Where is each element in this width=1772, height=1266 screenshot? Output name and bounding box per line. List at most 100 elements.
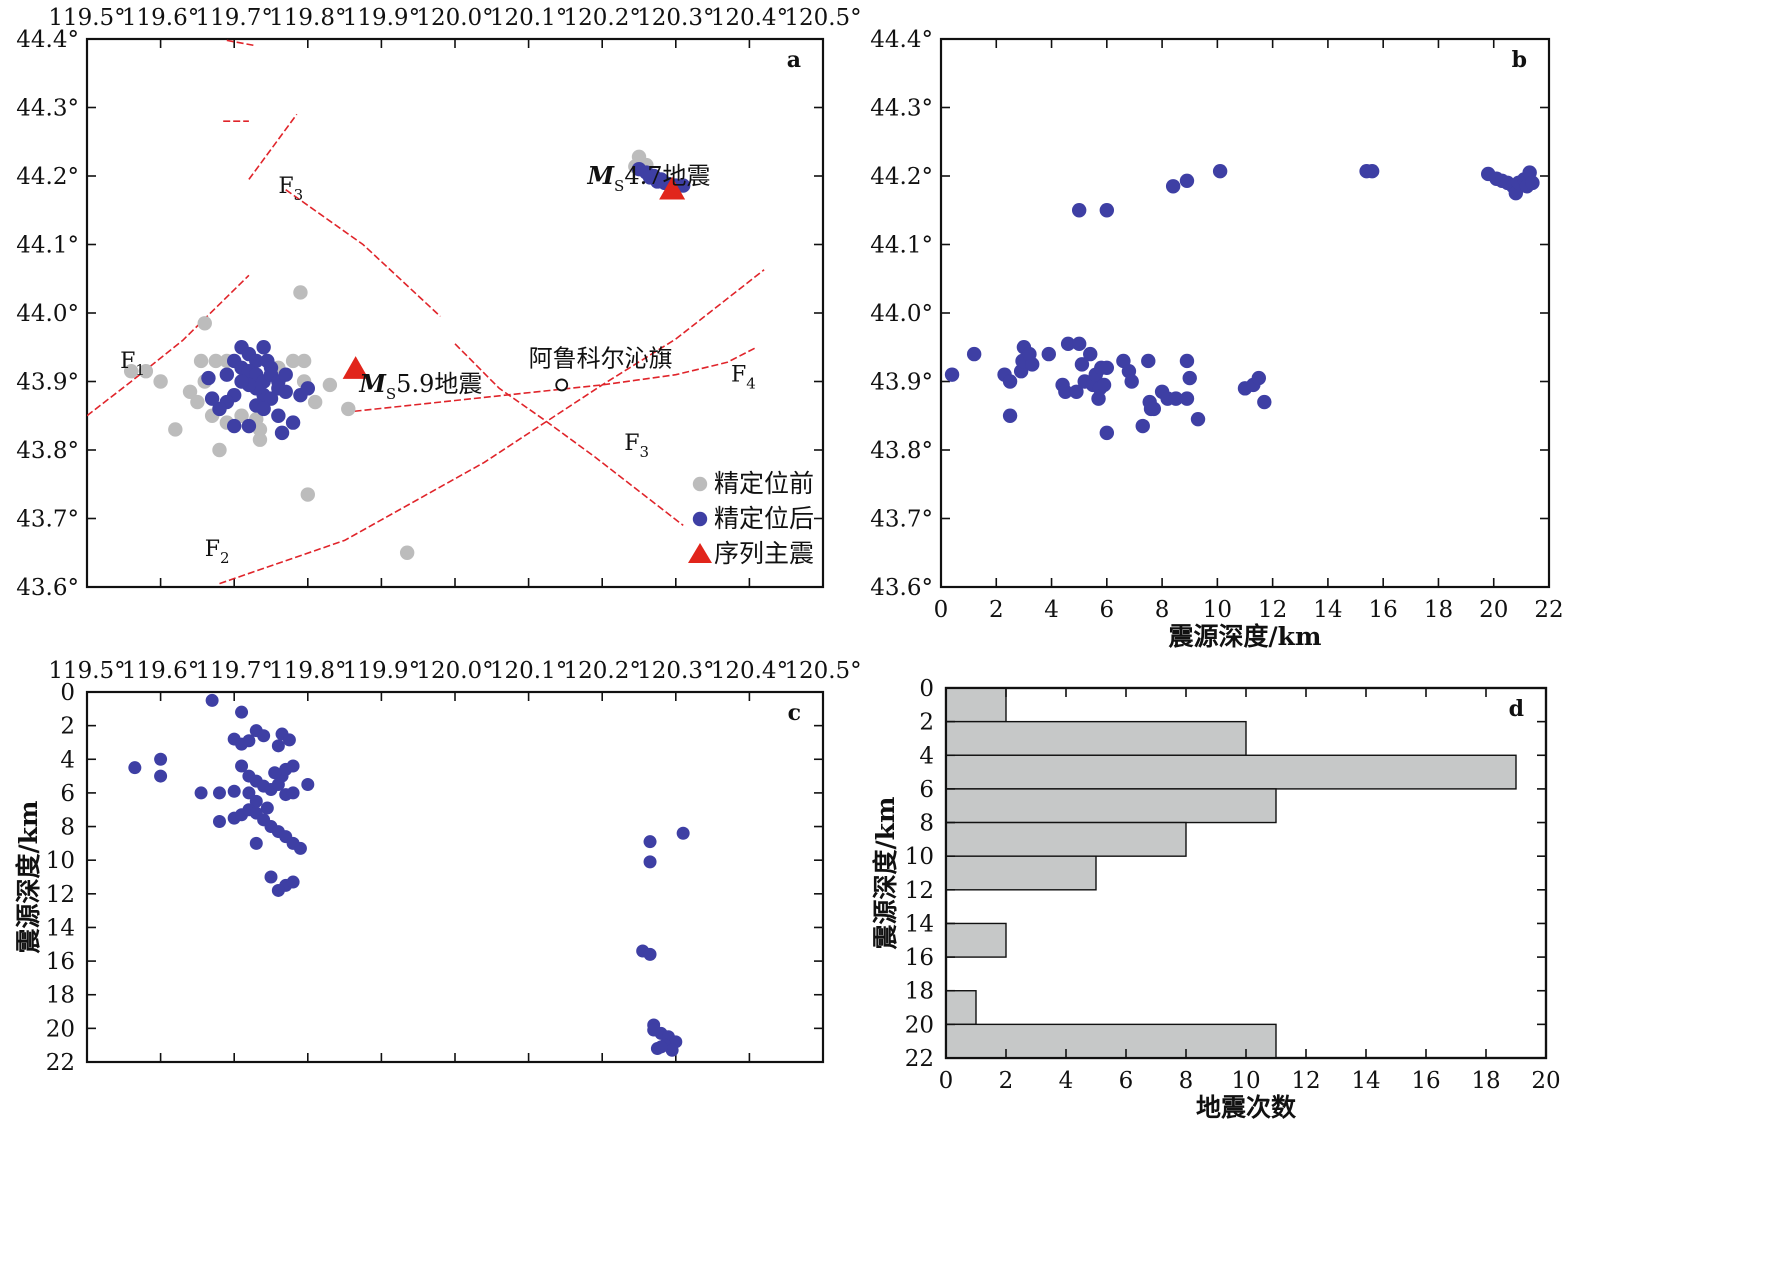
y-tick-label: 43.7°	[870, 507, 933, 533]
fault-subscript: 1	[135, 361, 145, 379]
legend-marker	[688, 543, 712, 563]
point-after	[1168, 391, 1184, 406]
y-tick-label: 44.3°	[870, 96, 933, 122]
x-tick-label: 119.8°	[269, 5, 346, 31]
y-tick-label: 22	[905, 1046, 934, 1072]
fault-letter: F	[278, 174, 293, 199]
x-tick-label: 4	[1059, 1068, 1074, 1094]
point-after	[235, 759, 249, 773]
x-tick-label: 120.3°	[637, 5, 714, 31]
fault-letter: F	[624, 431, 639, 456]
y-tick-label: 10	[46, 848, 75, 874]
magnitude-rest: 5.9地震	[396, 370, 482, 398]
x-tick-label: 119.8°	[269, 658, 346, 684]
point-after	[264, 870, 278, 884]
x-tick-label: 14	[1351, 1068, 1380, 1094]
point-after	[219, 367, 235, 382]
y-tick-label: 6	[919, 777, 934, 803]
x-tick-label: 120.4°	[711, 5, 788, 31]
x-tick-label: 0	[939, 1068, 954, 1094]
y-tick-label: 0	[60, 680, 75, 706]
fault-label: F1	[120, 349, 145, 379]
point-before	[307, 394, 323, 410]
point-after	[1190, 411, 1206, 427]
x-tick-label: 10	[1203, 597, 1232, 623]
x-tick-label: 12	[1258, 597, 1287, 623]
fault-subscript: 2	[220, 549, 230, 567]
y-tick-label: 4	[919, 743, 934, 769]
x-tick-label: 18	[1471, 1068, 1500, 1094]
fault-letter: F	[120, 349, 135, 374]
y-tick-label: 44.2°	[870, 164, 933, 190]
point-after	[1099, 360, 1115, 375]
point-after	[271, 739, 285, 753]
point-after	[154, 769, 168, 783]
y-tick-label: 22	[46, 1050, 75, 1076]
x-tick-label: 119.6°	[122, 658, 199, 684]
y-tick-label: 14	[46, 915, 75, 941]
point-after	[256, 401, 271, 417]
point-after	[260, 801, 274, 815]
legend-label: 精定位前	[714, 469, 814, 498]
point-after	[286, 786, 300, 800]
magnitude-annotation: MS4.7地震	[586, 161, 710, 195]
point-after	[204, 391, 220, 406]
fault-line-F2	[219, 269, 765, 585]
point-after	[212, 401, 227, 417]
fault-line-top-edge	[226, 39, 257, 47]
point-after	[201, 370, 216, 386]
point-after	[643, 855, 657, 869]
y-tick-label: 8	[60, 815, 75, 841]
y-tick-label: 44.3°	[16, 96, 79, 122]
x-tick-label: 12	[1291, 1068, 1320, 1094]
y-tick-label: 43.7°	[16, 507, 79, 533]
y-tick-label: 2	[60, 714, 75, 740]
point-before	[285, 353, 301, 369]
point-after	[1099, 425, 1115, 441]
point-after	[1525, 175, 1540, 191]
panel-a-frame	[85, 37, 825, 589]
histogram-bar	[945, 687, 1007, 723]
point-after	[966, 346, 982, 362]
x-tick-label: 119.5°	[48, 5, 125, 31]
histogram-bar	[945, 990, 977, 1026]
point-after	[1257, 394, 1272, 410]
fault-line-F3	[285, 189, 441, 317]
x-tick-label: 119.7°	[196, 658, 273, 684]
magnitude-sub: S	[386, 385, 396, 403]
y-tick-label: 18	[46, 983, 75, 1009]
y-tick-label: 43.6°	[16, 575, 79, 601]
point-after	[1165, 179, 1181, 194]
y-axis-label: 震源深度/km	[871, 797, 900, 950]
y-tick-label: 12	[46, 882, 75, 908]
x-tick-label: 0	[934, 597, 949, 623]
town-marker	[555, 378, 569, 392]
point-after	[1071, 336, 1087, 352]
point-after	[128, 761, 142, 775]
point-after	[249, 836, 263, 850]
point-after	[665, 1043, 679, 1057]
x-tick-label: 4	[1044, 597, 1059, 623]
point-after	[1179, 353, 1195, 369]
fault-subscript: 3	[294, 186, 304, 204]
x-tick-label: 20	[1479, 597, 1508, 623]
x-tick-label: 120.5°	[784, 658, 861, 684]
point-after	[647, 1023, 661, 1037]
point-after	[154, 752, 168, 766]
panel-label: a	[787, 47, 801, 73]
y-tick-label: 18	[905, 979, 934, 1005]
y-tick-label: 16	[46, 949, 75, 975]
y-tick-label: 6	[60, 781, 75, 807]
point-after	[1096, 377, 1112, 393]
y-tick-label: 44.0°	[16, 301, 79, 327]
point-before	[293, 285, 308, 300]
point-after	[286, 875, 300, 889]
x-tick-label: 16	[1411, 1068, 1440, 1094]
panel-c-frame	[85, 690, 825, 1064]
point-after	[1002, 374, 1018, 389]
point-before	[399, 545, 415, 560]
point-before	[193, 353, 209, 369]
fault-label: F3	[624, 431, 649, 461]
point-after	[1212, 164, 1228, 179]
point-before	[252, 422, 268, 437]
